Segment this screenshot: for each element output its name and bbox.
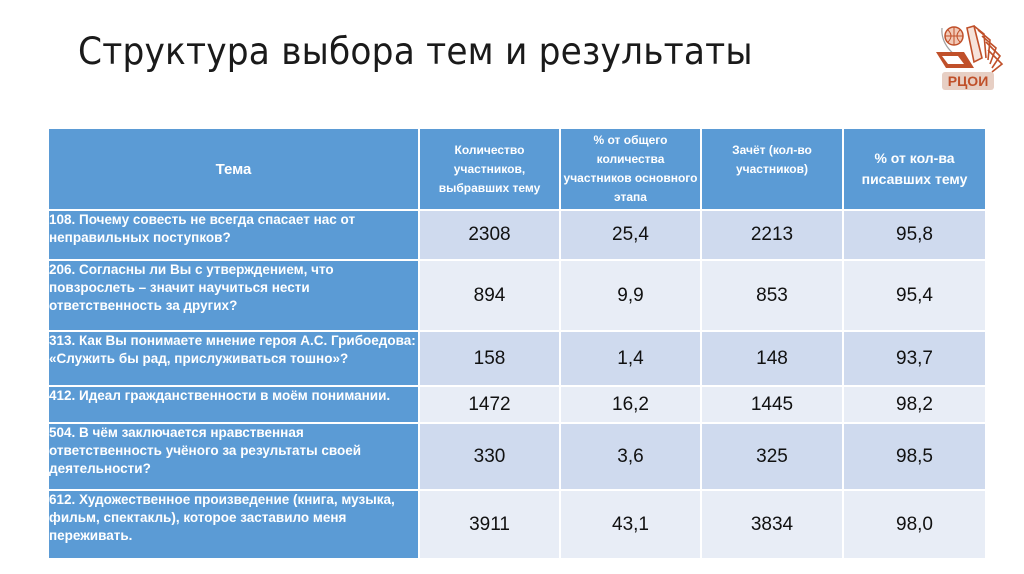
- count-cell: 3911: [418, 489, 561, 560]
- pass-pct-cell: 95,4: [842, 259, 987, 332]
- header-topic: Тема: [47, 127, 420, 211]
- count-cell: 1472: [418, 385, 561, 424]
- header-pass-pct: % от кол-ва писавших тему: [842, 127, 987, 211]
- pass-pct-cell: 98,2: [842, 385, 987, 424]
- header-passed: Зачёт (кол-во участников): [700, 127, 844, 211]
- count-cell: 894: [418, 259, 561, 332]
- share-cell: 16,2: [559, 385, 702, 424]
- pass-pct-cell: 93,7: [842, 330, 987, 387]
- topic-cell: 313. Как Вы понимаете мнение героя А.С. …: [47, 330, 420, 387]
- share-cell: 25,4: [559, 209, 702, 261]
- table-row: 412. Идеал гражданственности в моём пони…: [47, 385, 987, 424]
- passed-cell: 853: [700, 259, 844, 332]
- table-row: 313. Как Вы понимаете мнение героя А.С. …: [47, 330, 987, 387]
- topic-cell: 206. Согласны ли Вы с утверждением, что …: [47, 259, 420, 332]
- passed-cell: 3834: [700, 489, 844, 560]
- topic-cell: 612. Художественное произведение (книга,…: [47, 489, 420, 560]
- count-cell: 2308: [418, 209, 561, 261]
- passed-cell: 325: [700, 422, 844, 491]
- passed-cell: 1445: [700, 385, 844, 424]
- rcoi-logo: РЦОИ: [912, 10, 1016, 96]
- share-cell: 3,6: [559, 422, 702, 491]
- results-table: Тема Количество участников, выбравших те…: [47, 127, 987, 560]
- topic-cell: 504. В чём заключается нравственная отве…: [47, 422, 420, 491]
- pass-pct-cell: 95,8: [842, 209, 987, 261]
- rcoi-logo-icon: РЦОИ: [936, 25, 1004, 90]
- share-cell: 43,1: [559, 489, 702, 560]
- header-count: Количество участников, выбравших тему: [418, 127, 561, 211]
- topic-cell: 412. Идеал гражданственности в моём пони…: [47, 385, 420, 424]
- pass-pct-cell: 98,0: [842, 489, 987, 560]
- share-cell: 9,9: [559, 259, 702, 332]
- slide-title: Структура выбора тем и результаты: [78, 30, 753, 73]
- passed-cell: 2213: [700, 209, 844, 261]
- table-row: 108. Почему совесть не всегда спасает на…: [47, 209, 987, 261]
- header-share: % от общего количества участников основн…: [559, 127, 702, 211]
- share-cell: 1,4: [559, 330, 702, 387]
- table-row: 612. Художественное произведение (книга,…: [47, 489, 987, 560]
- pass-pct-cell: 98,5: [842, 422, 987, 491]
- table-row: 504. В чём заключается нравственная отве…: [47, 422, 987, 491]
- count-cell: 158: [418, 330, 561, 387]
- count-cell: 330: [418, 422, 561, 491]
- passed-cell: 148: [700, 330, 844, 387]
- svg-text:РЦОИ: РЦОИ: [948, 73, 989, 89]
- header-row: Тема Количество участников, выбравших те…: [47, 127, 987, 211]
- topic-cell: 108. Почему совесть не всегда спасает на…: [47, 209, 420, 261]
- table-row: 206. Согласны ли Вы с утверждением, что …: [47, 259, 987, 332]
